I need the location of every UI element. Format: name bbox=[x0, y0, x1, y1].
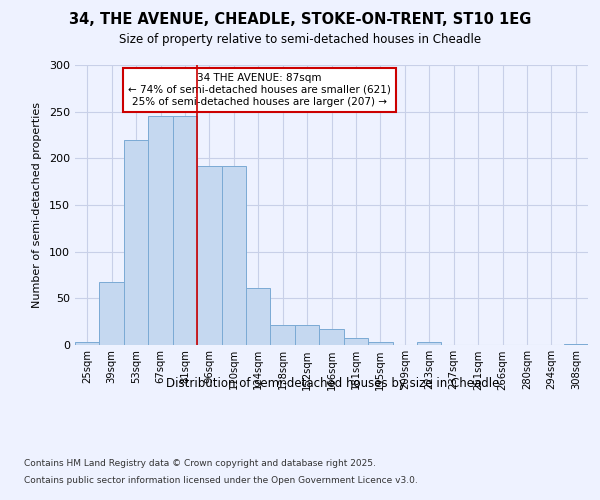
Bar bbox=[173, 116, 197, 345]
Text: Contains HM Land Registry data © Crown copyright and database right 2025.: Contains HM Land Registry data © Crown c… bbox=[24, 458, 376, 468]
Bar bbox=[417, 342, 442, 345]
Y-axis label: Number of semi-detached properties: Number of semi-detached properties bbox=[32, 102, 42, 308]
Bar bbox=[344, 338, 368, 345]
Text: 34, THE AVENUE, CHEADLE, STOKE-ON-TRENT, ST10 1EG: 34, THE AVENUE, CHEADLE, STOKE-ON-TRENT,… bbox=[69, 12, 531, 28]
Text: Contains public sector information licensed under the Open Government Licence v3: Contains public sector information licen… bbox=[24, 476, 418, 485]
Bar bbox=[271, 326, 295, 345]
Bar bbox=[319, 329, 344, 345]
Bar bbox=[124, 140, 148, 345]
Bar bbox=[100, 282, 124, 345]
Text: Distribution of semi-detached houses by size in Cheadle: Distribution of semi-detached houses by … bbox=[166, 378, 500, 390]
Bar bbox=[368, 342, 392, 345]
Bar bbox=[148, 116, 173, 345]
Bar bbox=[246, 288, 271, 345]
Text: 34 THE AVENUE: 87sqm
← 74% of semi-detached houses are smaller (621)
25% of semi: 34 THE AVENUE: 87sqm ← 74% of semi-detac… bbox=[128, 74, 391, 106]
Bar bbox=[221, 166, 246, 345]
Bar bbox=[75, 342, 100, 345]
Bar bbox=[295, 326, 319, 345]
Bar bbox=[197, 166, 221, 345]
Text: Size of property relative to semi-detached houses in Cheadle: Size of property relative to semi-detach… bbox=[119, 33, 481, 46]
Bar bbox=[563, 344, 588, 345]
